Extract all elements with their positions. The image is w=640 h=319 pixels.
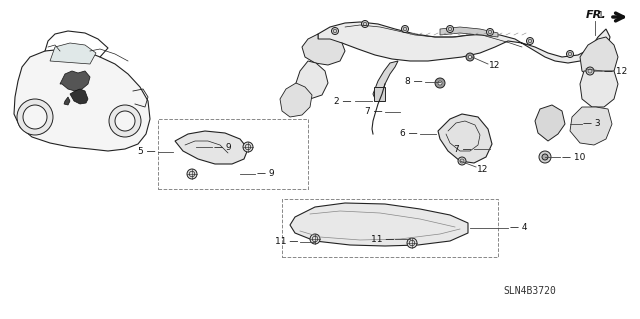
Text: 11 —: 11 —: [275, 238, 298, 247]
Text: 12: 12: [489, 62, 500, 70]
Text: — 4: — 4: [510, 224, 527, 233]
Text: 5 —: 5 —: [138, 147, 156, 157]
Circle shape: [566, 50, 573, 57]
Text: — 3: — 3: [583, 120, 600, 129]
Polygon shape: [296, 61, 328, 99]
Text: 6 —: 6 —: [401, 130, 418, 138]
Circle shape: [435, 78, 445, 88]
Text: 12: 12: [477, 165, 488, 174]
Polygon shape: [175, 131, 248, 164]
Polygon shape: [374, 87, 385, 101]
Circle shape: [362, 20, 369, 27]
Polygon shape: [580, 71, 618, 107]
Text: FR.: FR.: [586, 10, 607, 20]
Circle shape: [115, 111, 135, 131]
Circle shape: [458, 157, 466, 165]
Polygon shape: [373, 61, 398, 101]
Polygon shape: [302, 34, 345, 65]
Polygon shape: [14, 49, 150, 151]
Text: 7 —: 7 —: [365, 108, 383, 116]
Circle shape: [17, 99, 53, 135]
Text: — 9: — 9: [214, 143, 232, 152]
Polygon shape: [290, 203, 468, 246]
Polygon shape: [438, 114, 492, 163]
Circle shape: [109, 105, 141, 137]
Text: 1: 1: [598, 11, 604, 20]
Polygon shape: [535, 105, 565, 141]
Polygon shape: [280, 83, 312, 117]
Text: — 10: — 10: [562, 152, 586, 161]
Circle shape: [486, 28, 493, 35]
Text: 7 —: 7 —: [454, 145, 472, 153]
Circle shape: [527, 38, 534, 44]
Polygon shape: [60, 71, 90, 91]
Circle shape: [542, 154, 548, 160]
Circle shape: [466, 53, 474, 61]
Text: SLN4B3720: SLN4B3720: [504, 286, 556, 296]
Circle shape: [23, 105, 47, 129]
Bar: [282, 199, 498, 257]
Circle shape: [310, 234, 320, 244]
Circle shape: [407, 238, 417, 248]
Polygon shape: [50, 43, 96, 64]
Circle shape: [187, 169, 197, 179]
Text: — 12: — 12: [604, 68, 627, 77]
Text: 8 —: 8 —: [405, 78, 423, 86]
Polygon shape: [64, 97, 70, 105]
Text: 11 —: 11 —: [371, 234, 394, 243]
Text: 2 —: 2 —: [335, 97, 352, 106]
Circle shape: [586, 67, 594, 75]
Polygon shape: [70, 89, 88, 104]
Polygon shape: [318, 22, 610, 63]
Circle shape: [243, 142, 253, 152]
Bar: [158, 119, 308, 189]
Polygon shape: [440, 27, 498, 37]
Circle shape: [438, 81, 442, 85]
Circle shape: [332, 27, 339, 34]
Text: — 9: — 9: [257, 169, 275, 179]
Circle shape: [447, 26, 454, 33]
Circle shape: [468, 56, 472, 59]
Polygon shape: [570, 107, 612, 145]
Circle shape: [401, 26, 408, 33]
Polygon shape: [580, 37, 618, 79]
Circle shape: [539, 151, 551, 163]
